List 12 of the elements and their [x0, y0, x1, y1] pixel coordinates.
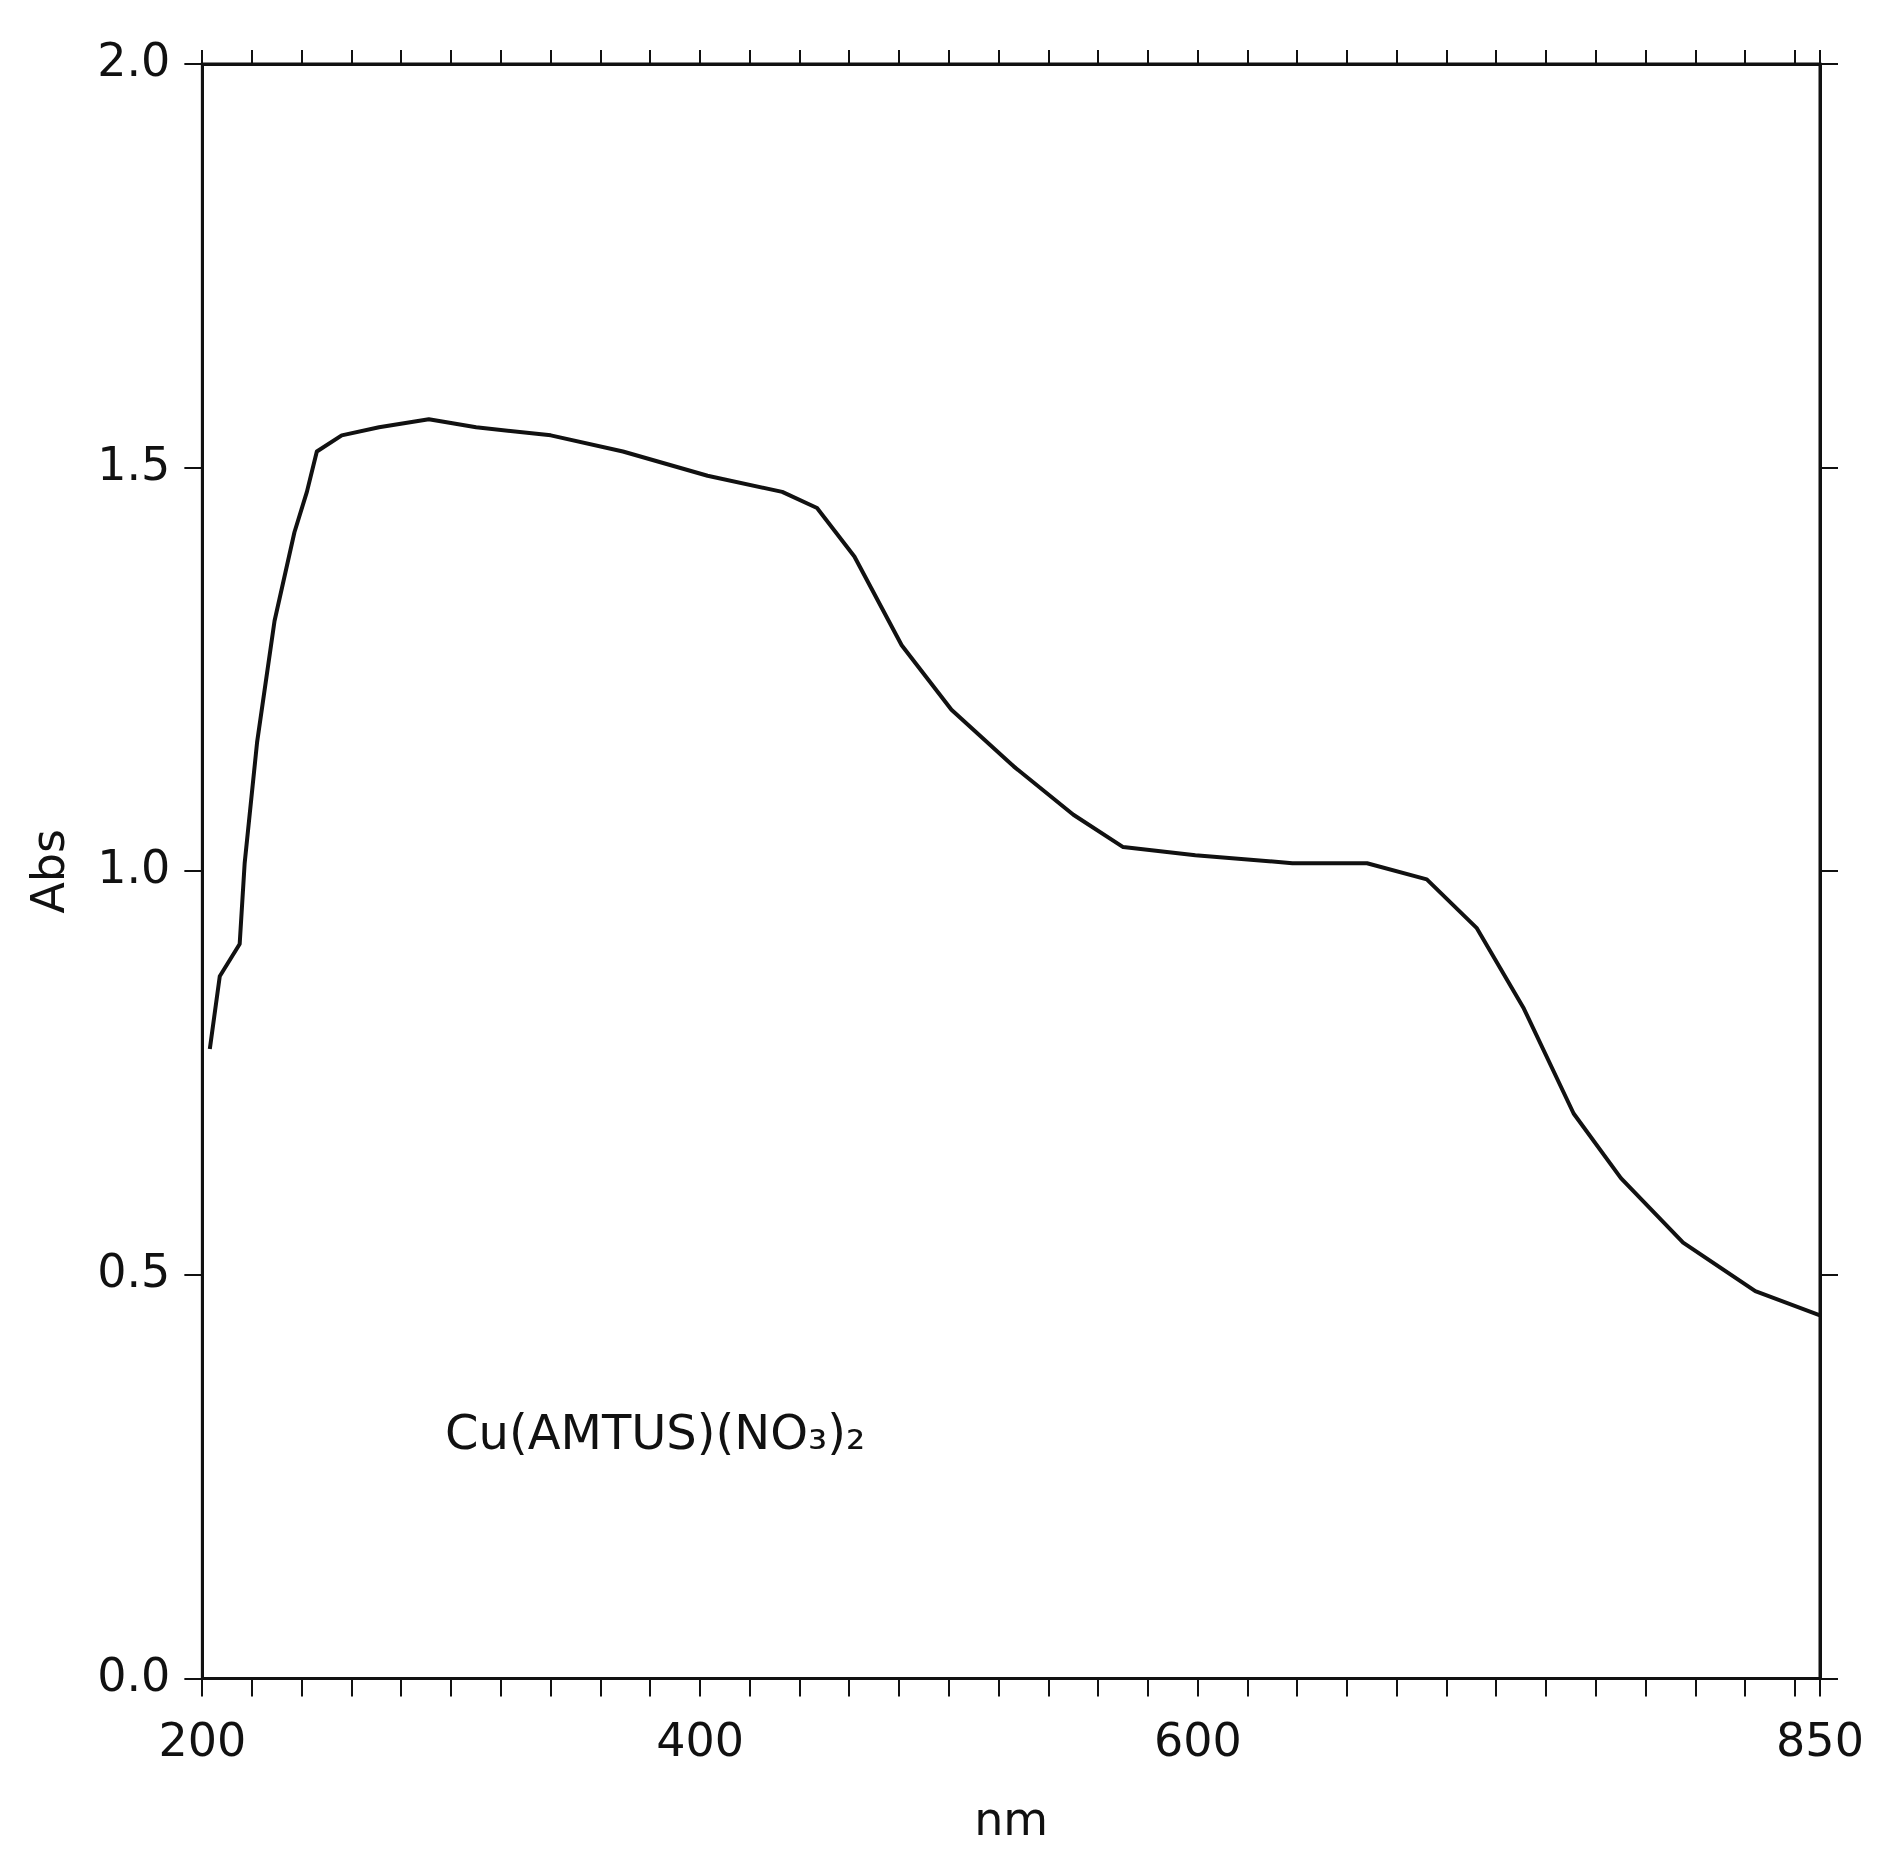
y-axis-title: Abs [20, 828, 75, 914]
x-axis-title: nm [974, 1792, 1049, 1847]
x-tick-label: 200 [158, 1713, 247, 1768]
x-tick-label: 400 [656, 1713, 744, 1768]
y-tick-label: 0.5 [97, 1243, 171, 1298]
y-tick-label: 0.0 [97, 1647, 171, 1702]
y-tick-label: 1.0 [97, 840, 171, 895]
x-tick-label: 600 [1153, 1713, 1242, 1768]
x-tick-label: 850 [1776, 1713, 1864, 1768]
y-tick-label: 1.5 [97, 436, 171, 491]
annotation: Cu(AMTUS)(NO₃)₂ [445, 1404, 866, 1461]
y-tick-label: 2.0 [97, 32, 171, 87]
